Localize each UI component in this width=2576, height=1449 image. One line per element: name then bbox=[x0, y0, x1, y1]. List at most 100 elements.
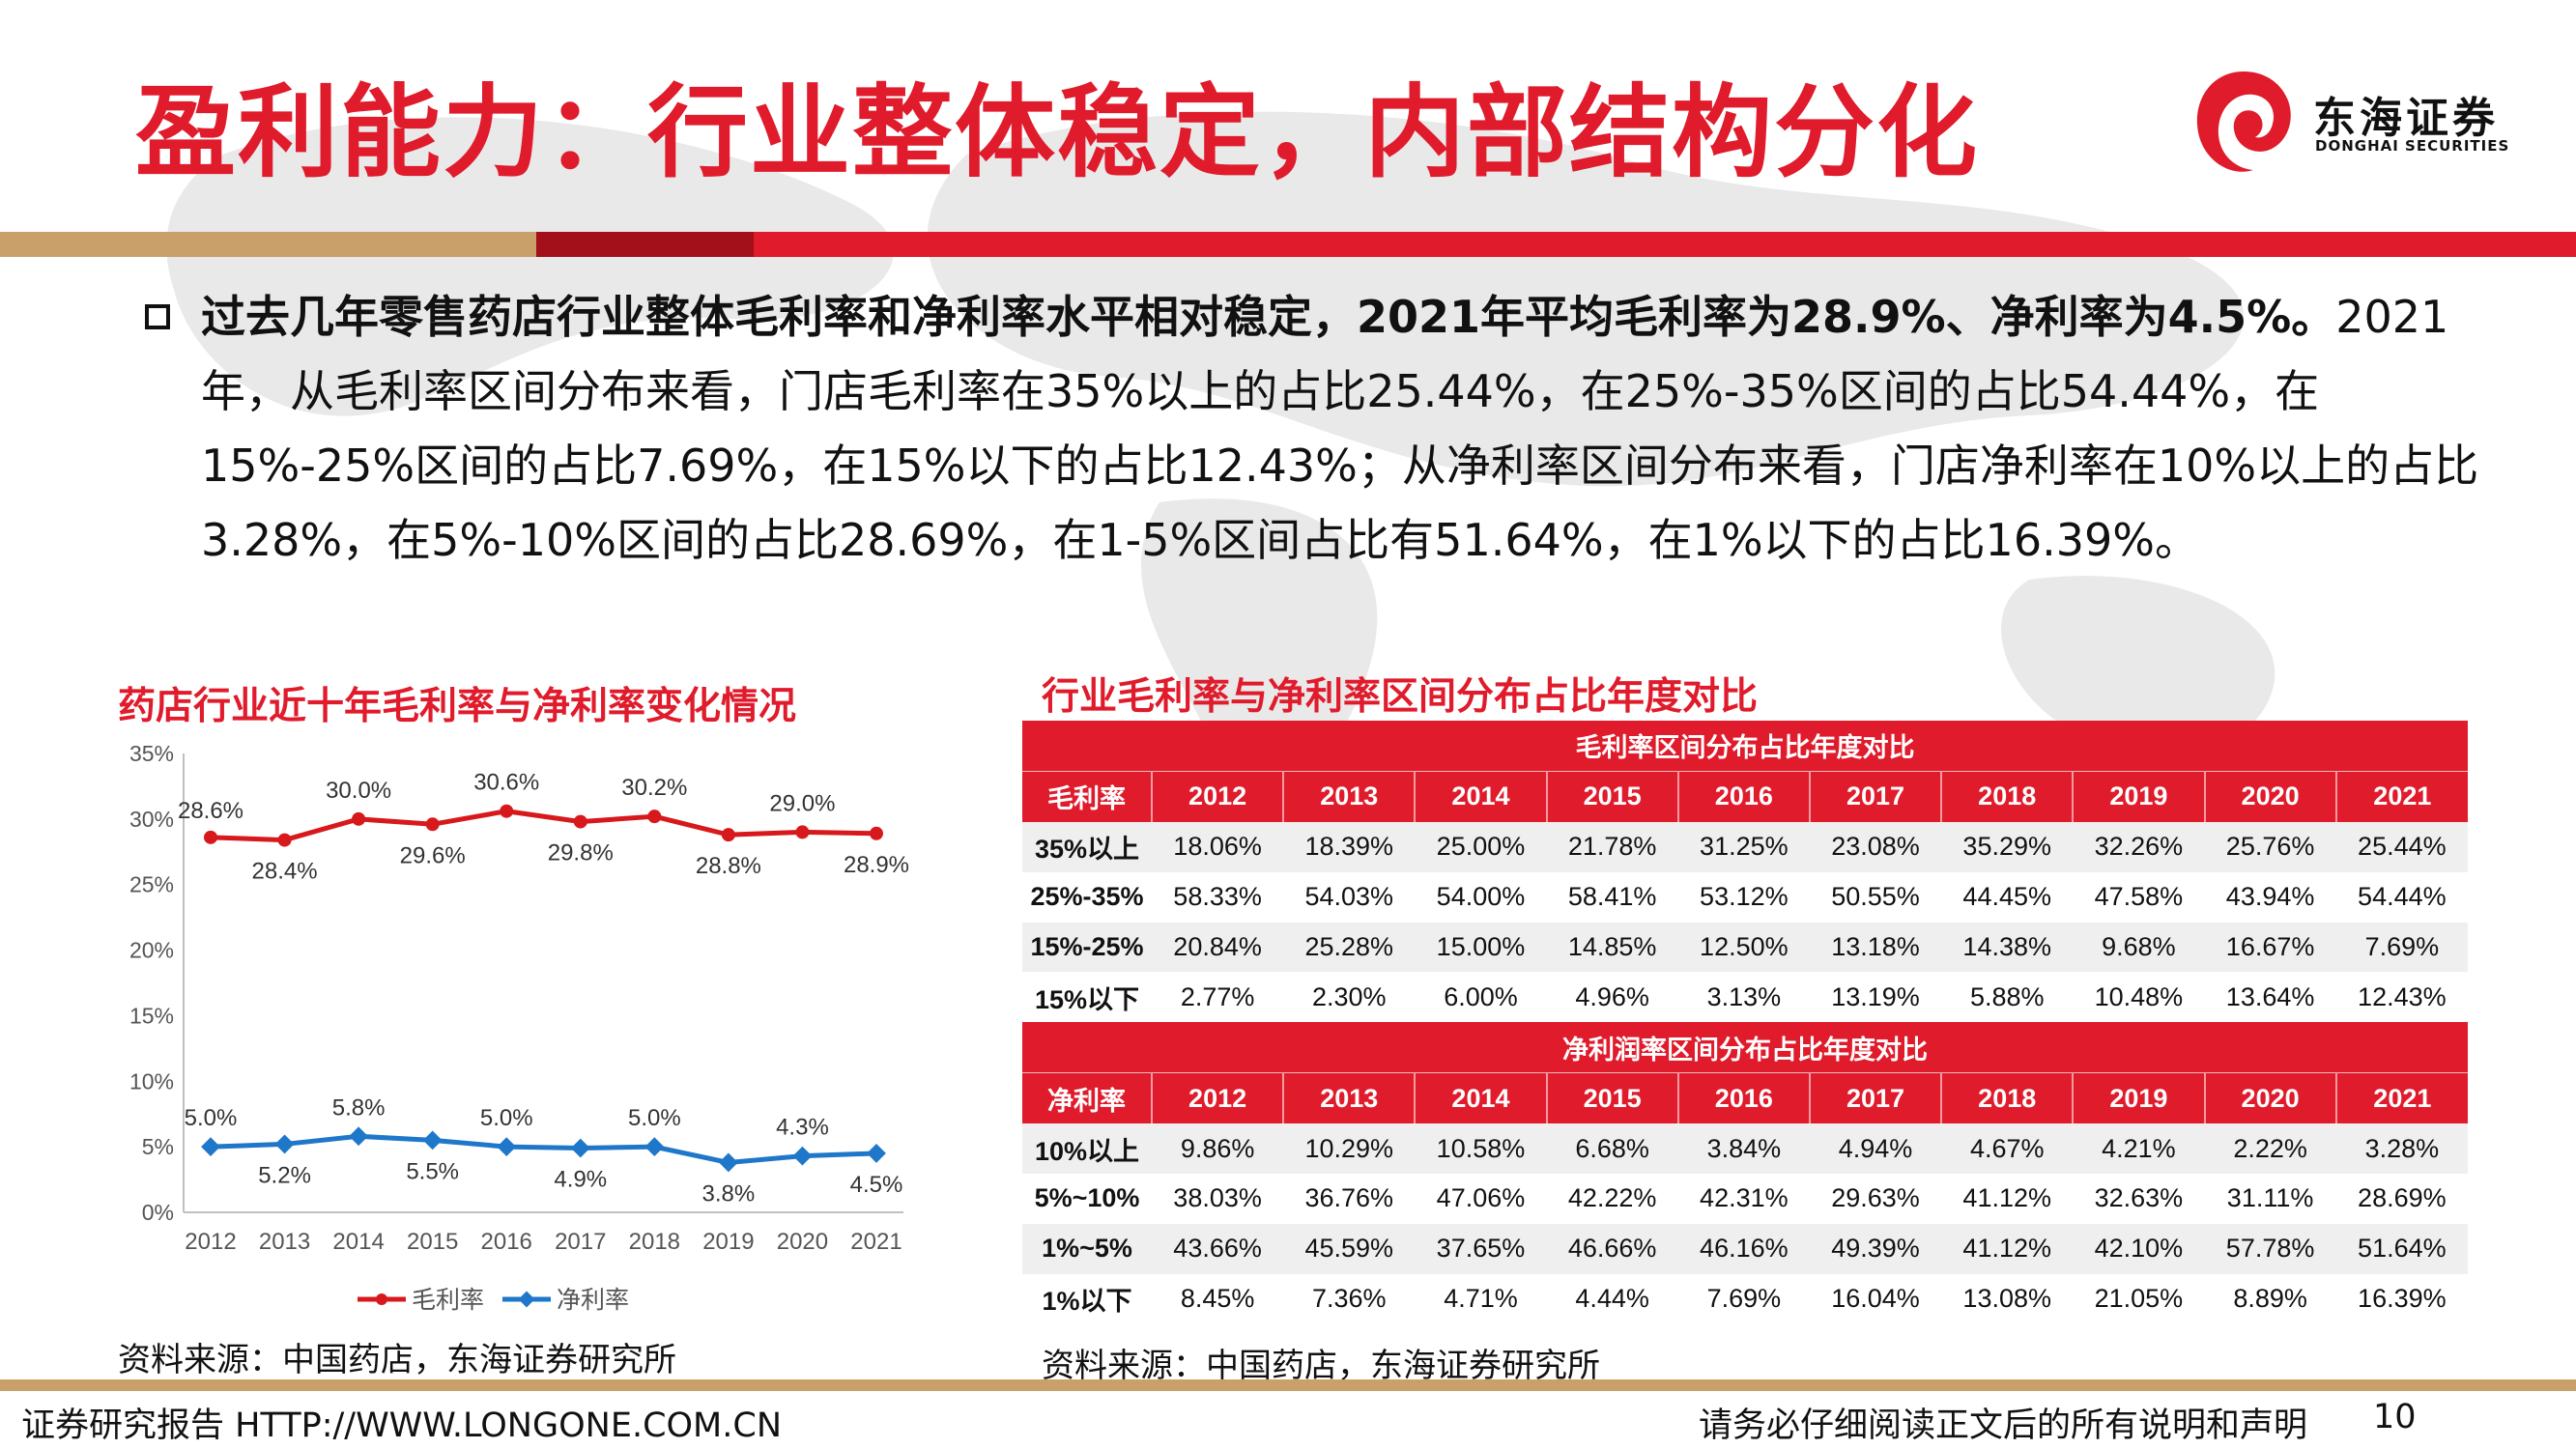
table-cell: 15.00% bbox=[1415, 922, 1547, 973]
table-cell: 3.13% bbox=[1706, 981, 1782, 1011]
summary-bold: 过去几年零售药店行业整体毛利率和净利率水平相对稳定，2021年平均毛利率为28.… bbox=[201, 291, 2336, 343]
table-cell: 20.84% bbox=[1152, 922, 1284, 973]
data-point-net bbox=[792, 1146, 813, 1166]
table-row: 15%以下 2.77% 2.30% 6.00% 4.96% 3.13% 13.19% 5.88… bbox=[1022, 972, 2468, 1022]
table-row: 25%-35% 58.33% 54.03% 54.00% 58.41% 53.12% 50.… bbox=[1022, 872, 2468, 923]
table-cell: 41.12% bbox=[1962, 1183, 2051, 1213]
data-label: 5.2% bbox=[258, 1162, 311, 1188]
summary-paragraph: 过去几年零售药店行业整体毛利率和净利率水平相对稳定，2021年平均毛利率为28.… bbox=[201, 280, 2501, 578]
table-cell: 37.65% bbox=[1415, 1223, 1547, 1274]
data-point-gross bbox=[352, 811, 366, 826]
table-cell: 38.03% bbox=[1173, 1183, 1262, 1213]
table-cell: 21.05% bbox=[2094, 1284, 2184, 1314]
data-point-gross bbox=[573, 814, 587, 829]
data-label: 29.6% bbox=[400, 842, 466, 868]
table-header-row: 净利率 2012 2013 2014 2015 2016 2017 2018 2019 2020 2… bbox=[1022, 1072, 2468, 1124]
table-header-year: 2019 bbox=[2072, 1072, 2205, 1124]
table-header-label: 净利率 bbox=[1022, 1072, 1152, 1124]
table-row: 1%以下 8.45% 7.36% 4.71% 4.44% 7.69% 16.04% 13.08… bbox=[1022, 1274, 2468, 1324]
table-cell: 43.66% bbox=[1152, 1223, 1284, 1274]
table-cell: 12.43% bbox=[2358, 981, 2447, 1011]
legend-marker bbox=[376, 1293, 387, 1305]
table-header-year: 2016 bbox=[1676, 771, 1810, 822]
table-cell: 25.44% bbox=[2335, 821, 2468, 872]
table-header-year: 2018 bbox=[1940, 771, 2074, 822]
table-header-year: 2013 bbox=[1282, 1072, 1416, 1124]
table-row-label: 1%~5% bbox=[1022, 1223, 1152, 1274]
table-cell: 43.94% bbox=[2225, 882, 2315, 912]
table-cell: 4.67% bbox=[1941, 1123, 2074, 1175]
header-bar-gold bbox=[0, 232, 536, 257]
table-cell: 6.68% bbox=[1546, 1123, 1678, 1175]
table-cell: 4.71% bbox=[1444, 1284, 1518, 1314]
y-tick-label: 0% bbox=[142, 1200, 174, 1225]
table-cell: 4.21% bbox=[2073, 1123, 2205, 1175]
table-cell: 2.22% bbox=[2204, 1123, 2336, 1175]
table-cell: 51.64% bbox=[2335, 1223, 2468, 1274]
table-cell: 58.33% bbox=[1173, 882, 1262, 912]
legend-marker bbox=[518, 1291, 535, 1308]
table-cell: 3.28% bbox=[2335, 1123, 2468, 1175]
data-label: 4.9% bbox=[554, 1167, 607, 1193]
table-header-year: 2019 bbox=[2072, 771, 2205, 822]
table-header-year: 2020 bbox=[2203, 771, 2336, 822]
table-cell: 2.30% bbox=[1312, 981, 1387, 1011]
data-point-gross bbox=[795, 825, 810, 839]
data-label: 5.0% bbox=[480, 1105, 533, 1131]
y-tick-label: 30% bbox=[129, 807, 174, 832]
table-cell: 14.85% bbox=[1546, 922, 1678, 973]
table-cell: 10.29% bbox=[1283, 1123, 1416, 1175]
table-cell: 28.69% bbox=[2358, 1183, 2447, 1213]
table-row-label: 25%-35% bbox=[1030, 882, 1144, 912]
data-point-net bbox=[497, 1137, 517, 1157]
left-chart-title: 药店行业近十年毛利率与净利率变化情况 bbox=[118, 685, 797, 728]
right-source: 资料来源：中国药店，东海证券研究所 bbox=[1042, 1347, 1600, 1385]
data-label: 30.2% bbox=[621, 775, 687, 801]
table-cell: 32.26% bbox=[2073, 821, 2205, 872]
data-label: 5.0% bbox=[628, 1105, 681, 1131]
table-row: 5%~10% 38.03% 36.76% 47.06% 42.22% 42.31% 29.6… bbox=[1022, 1174, 2468, 1224]
data-point-gross bbox=[425, 817, 440, 832]
table-row: 15%-25% 20.84% 25.28% 15.00% 14.85% 12.50% 13.… bbox=[1022, 922, 2468, 973]
data-label: 28.8% bbox=[696, 853, 761, 879]
table-cell: 9.86% bbox=[1152, 1123, 1284, 1175]
table-cell: 4.44% bbox=[1575, 1284, 1649, 1314]
right-table-title: 行业毛利率与净利率区间分布占比年度对比 bbox=[1042, 675, 1759, 719]
table-header-year: 2015 bbox=[1545, 771, 1678, 822]
table-cell: 16.04% bbox=[1831, 1284, 1920, 1314]
table-row-label: 15%以下 bbox=[1034, 984, 1140, 1014]
table-section-caption-row: 毛利率区间分布占比年度对比 bbox=[1022, 721, 2468, 772]
table-row-label: 5%~10% bbox=[1034, 1183, 1140, 1213]
y-tick-label: 35% bbox=[129, 741, 174, 766]
y-tick-label: 5% bbox=[142, 1134, 174, 1159]
table-section-caption: 净利润率区间分布占比年度对比 bbox=[1022, 1022, 2468, 1074]
table-cell: 10.48% bbox=[2094, 981, 2184, 1011]
margin-line-chart: 0% 5% 10% 15% 20% 25% 30% 35% 2012 2013 2014 2015 20… bbox=[129, 741, 909, 1314]
table-header-year: 2014 bbox=[1414, 1072, 1547, 1124]
data-point-gross bbox=[204, 830, 217, 844]
data-label: 30.6% bbox=[473, 770, 539, 796]
table-cell: 13.08% bbox=[1962, 1284, 2051, 1314]
table-cell: 47.06% bbox=[1436, 1183, 1526, 1213]
table-cell: 25.76% bbox=[2204, 821, 2336, 872]
table-row: 35%以上 18.06% 18.39% 25.00% 21.78% 31.25% 23.08… bbox=[1022, 821, 2468, 872]
x-tick-label: 2018 bbox=[629, 1229, 680, 1255]
x-tick-label: 2014 bbox=[332, 1229, 384, 1255]
table-cell: 58.41% bbox=[1567, 882, 1657, 912]
page-number: 10 bbox=[2373, 1398, 2417, 1436]
table-cell: 41.12% bbox=[1941, 1223, 2074, 1274]
footer-website[interactable]: 证券研究报告 HTTP://WWW.LONGONE.COM.CN bbox=[21, 1406, 783, 1445]
data-label: 5.0% bbox=[185, 1105, 238, 1131]
table-header-year: 2012 bbox=[1150, 1072, 1284, 1124]
y-tick-label: 10% bbox=[129, 1068, 174, 1094]
y-tick-label: 15% bbox=[129, 1003, 174, 1028]
table-cell: 32.63% bbox=[2094, 1183, 2184, 1213]
table-cell: 25.00% bbox=[1415, 821, 1547, 872]
header-bar-red bbox=[754, 232, 2576, 257]
table-cell: 5.88% bbox=[1969, 981, 2045, 1011]
table-header-row: 毛利率 2012 2013 2014 2015 2016 2017 2018 2019 2020 2… bbox=[1022, 771, 2468, 822]
table-cell: 13.19% bbox=[1831, 981, 1920, 1011]
table-cell: 36.76% bbox=[1304, 1183, 1394, 1213]
table-cell: 13.64% bbox=[2225, 981, 2315, 1011]
